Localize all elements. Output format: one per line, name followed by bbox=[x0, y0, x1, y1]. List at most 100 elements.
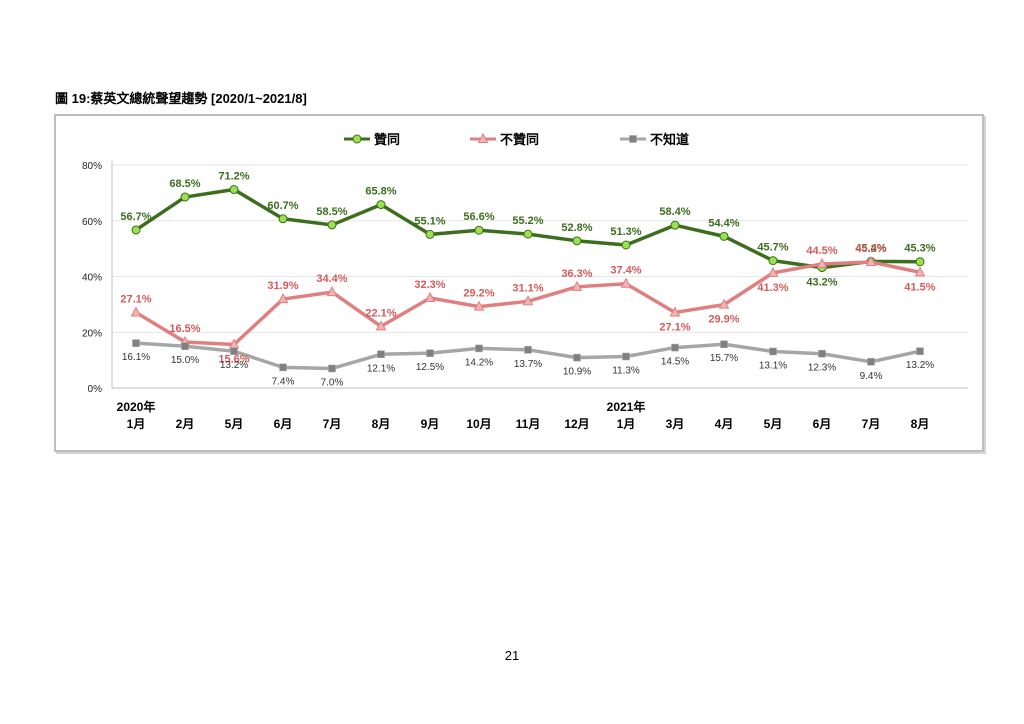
data-label: 55.1% bbox=[414, 215, 445, 227]
y-tick-label: 0% bbox=[88, 384, 103, 395]
x-tick-label: 4月 bbox=[715, 417, 734, 431]
x-tick-label: 8月 bbox=[911, 417, 930, 431]
data-label: 44.5% bbox=[806, 245, 837, 257]
data-label: 7.0% bbox=[321, 377, 344, 388]
legend-label: 不贊同 bbox=[500, 132, 539, 147]
data-point-triangle bbox=[424, 291, 436, 302]
data-label: 13.2% bbox=[220, 360, 248, 371]
data-point-square bbox=[230, 347, 238, 355]
x-tick-label: 6月 bbox=[813, 417, 832, 431]
series-2 bbox=[130, 255, 926, 349]
data-point-circle bbox=[229, 185, 239, 195]
data-point-square bbox=[181, 342, 189, 350]
data-label: 15.7% bbox=[710, 353, 738, 364]
data-point-circle bbox=[670, 220, 680, 230]
data-label: 14.5% bbox=[661, 357, 689, 368]
data-label: 45.3% bbox=[904, 243, 935, 255]
data-labels: 56.7% 68.5% 71.2% 60.7% 58.5% 65.8% 55.1% 56.6%… bbox=[120, 171, 935, 389]
data-point-square bbox=[720, 340, 728, 348]
legend-item-3: 不知道 bbox=[620, 132, 689, 147]
figure-title: 圖 19:蔡英文總統聲望趨勢 [2020/1~2021/8] bbox=[55, 91, 307, 106]
data-label: 71.2% bbox=[218, 171, 249, 183]
x-tick-label: 5月 bbox=[225, 417, 244, 431]
data-label: 55.2% bbox=[512, 215, 543, 227]
data-label: 13.2% bbox=[906, 360, 934, 371]
x-tick-label: 1月 bbox=[617, 417, 636, 431]
legend-label: 不知道 bbox=[650, 132, 689, 147]
data-label: 45.2% bbox=[855, 243, 886, 255]
data-label: 11.3% bbox=[612, 366, 640, 377]
data-label: 31.1% bbox=[512, 282, 543, 294]
data-label: 34.4% bbox=[316, 273, 347, 285]
data-label: 56.7% bbox=[120, 211, 151, 223]
data-point-triangle bbox=[326, 286, 338, 297]
series-3 bbox=[132, 339, 924, 373]
data-label: 12.3% bbox=[808, 363, 836, 374]
gridlines bbox=[112, 164, 968, 333]
legend-item-2: 不贊同 bbox=[470, 132, 539, 147]
data-label: 9.4% bbox=[860, 371, 883, 382]
data-point-triangle bbox=[522, 295, 534, 306]
x-tick-label: 8月 bbox=[372, 417, 391, 431]
data-point-triangle bbox=[914, 266, 926, 277]
data-label: 43.2% bbox=[806, 277, 837, 289]
data-point-square bbox=[328, 364, 336, 373]
data-point-circle bbox=[180, 192, 190, 202]
data-label: 13.7% bbox=[514, 359, 542, 370]
data-label: 68.5% bbox=[169, 178, 200, 190]
data-point-circle bbox=[719, 231, 729, 241]
data-point-square bbox=[279, 363, 287, 372]
data-point-circle bbox=[131, 225, 141, 235]
data-point-circle bbox=[915, 257, 925, 267]
data-label: 36.3% bbox=[561, 268, 592, 280]
data-label: 16.1% bbox=[122, 352, 150, 363]
data-point-circle bbox=[474, 225, 484, 235]
data-point-square bbox=[475, 344, 483, 353]
data-point-circle bbox=[523, 229, 533, 239]
data-point-triangle bbox=[669, 306, 681, 317]
data-point-triangle bbox=[473, 300, 485, 311]
data-point-circle bbox=[327, 220, 337, 230]
data-label: 13.1% bbox=[759, 360, 787, 371]
data-label: 22.1% bbox=[365, 307, 396, 319]
legend-item-1: 贊同 bbox=[344, 132, 400, 147]
data-point-square bbox=[916, 347, 924, 355]
data-label: 37.4% bbox=[610, 265, 641, 277]
data-label: 41.5% bbox=[904, 281, 935, 293]
y-tick-label: 80% bbox=[82, 161, 102, 172]
data-point-triangle bbox=[571, 280, 583, 291]
y-tick-label: 20% bbox=[82, 328, 102, 339]
x-tick-label: 12月 bbox=[564, 417, 589, 431]
data-label: 32.3% bbox=[414, 279, 445, 291]
data-point-triangle bbox=[865, 255, 877, 267]
data-point-square bbox=[818, 349, 826, 358]
data-label: 58.5% bbox=[316, 206, 347, 218]
x-tick-label: 5月 bbox=[764, 417, 783, 431]
x-tick-label: 2月 bbox=[176, 417, 195, 431]
data-point-triangle bbox=[767, 266, 779, 277]
x-tick-label: 7月 bbox=[323, 417, 342, 431]
data-label: 16.5% bbox=[169, 323, 200, 335]
data-point-square bbox=[867, 358, 875, 366]
data-point-square bbox=[377, 350, 385, 359]
data-point-triangle bbox=[477, 132, 489, 143]
data-point-circle bbox=[572, 236, 582, 246]
legend-label: 贊同 bbox=[374, 132, 400, 147]
data-point-triangle bbox=[130, 306, 142, 317]
series-line bbox=[135, 187, 921, 270]
data-label: 41.3% bbox=[757, 282, 788, 294]
data-label: 10.9% bbox=[563, 367, 591, 378]
x-tick-label: 6月 bbox=[274, 417, 293, 431]
data-point-triangle bbox=[375, 320, 387, 331]
series-1 bbox=[131, 185, 925, 273]
data-label: 65.8% bbox=[365, 186, 396, 198]
data-label: 45.7% bbox=[757, 242, 788, 254]
x-tick-label: 9月 bbox=[421, 417, 440, 431]
data-label: 52.8% bbox=[561, 222, 592, 234]
data-point-square bbox=[524, 346, 532, 354]
data-point-square bbox=[132, 339, 140, 347]
data-point-circle bbox=[768, 256, 778, 266]
data-point-circle bbox=[278, 214, 288, 224]
data-label: 54.4% bbox=[708, 217, 739, 229]
